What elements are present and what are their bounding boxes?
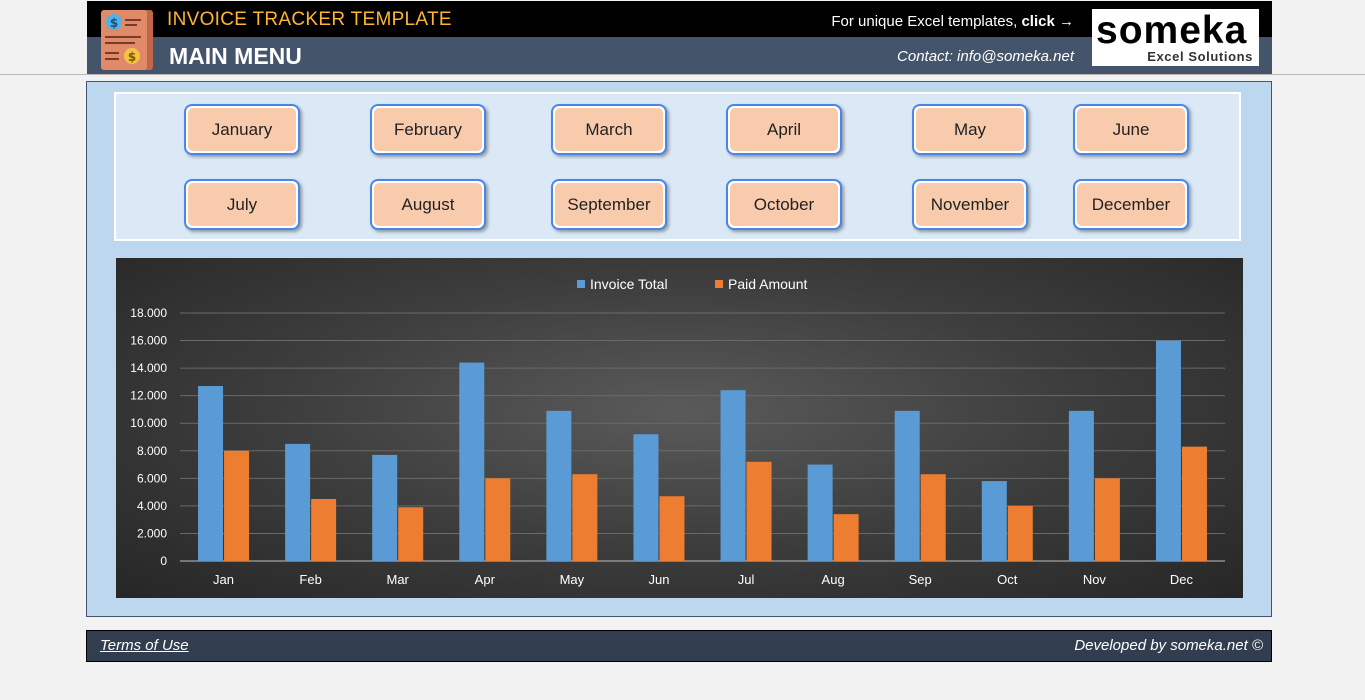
paid-amount-bar — [311, 499, 337, 561]
x-tick-label: Jul — [738, 572, 755, 587]
month-label: July — [188, 183, 296, 226]
x-tick-label: Mar — [387, 572, 410, 587]
y-tick-label: 18.000 — [130, 306, 167, 320]
month-button-april[interactable]: April — [726, 104, 842, 155]
month-label: March — [555, 108, 663, 151]
invoice-total-bar — [198, 386, 224, 561]
x-tick-label: Jun — [648, 572, 669, 587]
month-button-july[interactable]: July — [184, 179, 300, 230]
invoice-total-bar — [633, 434, 659, 561]
month-button-march[interactable]: March — [551, 104, 667, 155]
someka-logo[interactable]: someka Excel Solutions — [1092, 9, 1259, 66]
paid-amount-bar — [224, 450, 250, 561]
x-tick-label: Apr — [475, 572, 496, 587]
x-tick-label: Jan — [213, 572, 234, 587]
month-label: April — [730, 108, 838, 151]
paid-amount-bar — [572, 474, 598, 561]
x-tick-label: Dec — [1170, 572, 1194, 587]
invoice-total-bar — [459, 362, 485, 561]
month-button-september[interactable]: September — [551, 179, 667, 230]
promo-link[interactable]: For unique Excel templates, click → — [831, 13, 1074, 30]
x-tick-label: Sep — [909, 572, 932, 587]
month-label: August — [374, 183, 482, 226]
y-tick-label: 16.000 — [130, 334, 167, 348]
legend-label: Invoice Total — [590, 276, 668, 292]
invoice-total-bar — [1068, 410, 1094, 561]
template-title: INVOICE TRACKER TEMPLATE — [167, 9, 452, 30]
month-label: September — [555, 183, 663, 226]
brand-subtitle: Excel Solutions — [1147, 49, 1253, 64]
header-bar: $ $ INVOICE TRACKER TEMPLATE MAIN MENU F… — [87, 1, 1272, 74]
paid-amount-bar — [659, 496, 685, 561]
y-tick-label: 10.000 — [130, 416, 167, 430]
promo-click[interactable]: click — [1021, 13, 1055, 30]
x-tick-label: May — [560, 572, 585, 587]
month-button-november[interactable]: November — [912, 179, 1028, 230]
month-label: May — [916, 108, 1024, 151]
promo-text: For unique Excel templates, — [831, 13, 1018, 30]
svg-text:$: $ — [110, 16, 118, 30]
brand-name: someka — [1096, 9, 1248, 52]
developer-credit: Developed by someka.net © — [1074, 637, 1263, 654]
main-panel: January February March April May June Ju… — [86, 81, 1272, 617]
month-label: January — [188, 108, 296, 151]
invoice-total-bar — [285, 443, 311, 561]
month-menu: January February March April May June Ju… — [114, 92, 1241, 241]
invoice-total-bar — [1155, 340, 1181, 561]
month-button-august[interactable]: August — [370, 179, 486, 230]
y-tick-label: 4.000 — [137, 499, 167, 513]
paid-amount-bar — [833, 514, 859, 561]
month-label: February — [374, 108, 482, 151]
header-band — [87, 37, 1272, 74]
month-button-october[interactable]: October — [726, 179, 842, 230]
invoice-total-bar — [807, 464, 833, 561]
paid-amount-bar — [398, 507, 424, 561]
x-tick-label: Oct — [997, 572, 1018, 587]
paid-amount-bar — [920, 474, 946, 561]
invoice-chart: 0 2.000 4.000 6.000 8.000 10.000 12.000 14.000 1… — [116, 258, 1243, 598]
y-tick-label: 12.000 — [130, 389, 167, 403]
month-label: December — [1077, 183, 1185, 226]
invoice-total-bar — [894, 410, 920, 561]
y-tick-label: 0 — [160, 554, 167, 568]
footer-bar: Terms of Use Developed by someka.net © — [86, 630, 1272, 662]
svg-text:$: $ — [128, 50, 136, 64]
x-tick-label: Aug — [822, 572, 845, 587]
month-button-february[interactable]: February — [370, 104, 486, 155]
terms-of-use-link[interactable]: Terms of Use — [100, 637, 189, 654]
invoice-total-bar — [981, 481, 1007, 561]
x-tick-label: Nov — [1083, 572, 1107, 587]
invoice-total-bar — [720, 390, 746, 561]
y-tick-label: 6.000 — [137, 471, 167, 485]
invoice-icon: $ $ — [101, 10, 153, 70]
month-label: October — [730, 183, 838, 226]
month-button-june[interactable]: June — [1073, 104, 1189, 155]
legend-swatch — [715, 280, 723, 288]
month-button-may[interactable]: May — [912, 104, 1028, 155]
y-tick-label: 8.000 — [137, 444, 167, 458]
page-title: MAIN MENU — [169, 43, 302, 69]
x-tick-label: Feb — [299, 572, 321, 587]
month-label: November — [916, 183, 1024, 226]
invoice-total-bar — [546, 410, 572, 561]
contact-email: Contact: info@someka.net — [897, 48, 1074, 65]
paid-amount-bar — [1007, 505, 1033, 561]
paid-amount-bar — [1181, 446, 1207, 561]
arrow-right-icon: → — [1059, 13, 1074, 30]
invoice-total-bar — [372, 454, 398, 561]
month-label: June — [1077, 108, 1185, 151]
legend-label: Paid Amount — [728, 276, 807, 292]
paid-amount-bar — [485, 478, 511, 561]
month-button-december[interactable]: December — [1073, 179, 1189, 230]
separator-line — [0, 74, 1365, 75]
y-tick-label: 14.000 — [130, 361, 167, 375]
legend-swatch — [577, 280, 585, 288]
y-tick-label: 2.000 — [137, 526, 167, 540]
month-button-january[interactable]: January — [184, 104, 300, 155]
chart-canvas: 0 2.000 4.000 6.000 8.000 10.000 12.000 14.000 1… — [130, 276, 1225, 587]
paid-amount-bar — [746, 461, 772, 561]
paid-amount-bar — [1094, 478, 1120, 561]
